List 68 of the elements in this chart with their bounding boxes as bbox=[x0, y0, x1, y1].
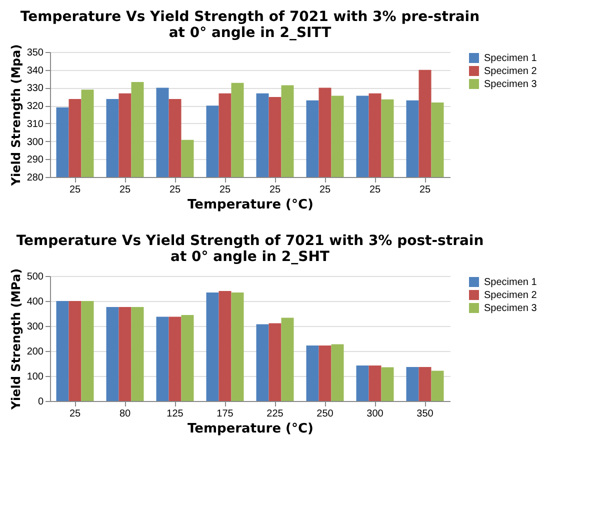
x-tick-label: 25 bbox=[369, 184, 381, 196]
text: Temperature Vs Yield Strength of 7021 with 3% pre-strain bbox=[20, 8, 480, 25]
y-axis-title: Yield Strength (Mpa) bbox=[8, 44, 23, 187]
legend-label: Specimen 3 bbox=[484, 79, 538, 90]
y-tick-label: 0 bbox=[38, 396, 44, 408]
bar bbox=[318, 346, 332, 401]
bar bbox=[281, 318, 294, 401]
x-tick-label: 25 bbox=[219, 184, 231, 196]
bar bbox=[418, 367, 432, 401]
legend-label: Specimen 1 bbox=[484, 277, 538, 288]
x-tick-label: 250 bbox=[316, 408, 334, 420]
bar bbox=[106, 307, 119, 401]
text: at 0° angle in 2_SHT bbox=[170, 248, 330, 265]
x-tick-label: 175 bbox=[216, 408, 234, 420]
x-tick-label: 25 bbox=[119, 184, 131, 196]
y-tick-label: 330 bbox=[26, 83, 44, 94]
x-tick-label: 25 bbox=[269, 184, 281, 196]
bar bbox=[156, 316, 169, 401]
y-tick-label: 350 bbox=[26, 48, 44, 58]
x-axis-title: Temperature (°C) bbox=[188, 198, 314, 212]
x-tick-label: 80 bbox=[119, 408, 131, 420]
y-tick-label: 280 bbox=[26, 172, 44, 184]
bar bbox=[406, 367, 419, 401]
bar bbox=[131, 307, 144, 401]
bar bbox=[56, 301, 69, 401]
y-tick-label: 310 bbox=[26, 118, 44, 130]
bar bbox=[206, 292, 219, 401]
bar bbox=[81, 301, 94, 401]
bar bbox=[118, 307, 132, 401]
y-tick-label: 320 bbox=[26, 101, 44, 112]
legend-label: Specimen 3 bbox=[484, 303, 538, 314]
bar bbox=[306, 346, 319, 401]
y-tick-label: 400 bbox=[26, 296, 44, 308]
bar bbox=[268, 323, 282, 401]
bar bbox=[168, 316, 182, 401]
text: at 0° angle in 2_SITT bbox=[168, 24, 332, 41]
bar bbox=[431, 370, 444, 401]
text: Temperature Vs Yield Strength of 7021 with 3% post-strain bbox=[16, 232, 484, 249]
bar bbox=[181, 315, 194, 401]
y-tick-label: 340 bbox=[26, 65, 44, 76]
x-tick-label: 225 bbox=[266, 408, 284, 420]
bar bbox=[356, 366, 369, 401]
x-tick-label: 125 bbox=[166, 408, 184, 420]
legend-label: Specimen 2 bbox=[484, 66, 538, 77]
x-tick-label: 25 bbox=[169, 184, 181, 196]
y-tick-label: 500 bbox=[26, 272, 44, 282]
y-tick-label: 290 bbox=[26, 154, 44, 166]
y-tick-label: 100 bbox=[26, 372, 44, 382]
bar bbox=[218, 291, 232, 401]
bar bbox=[381, 367, 394, 401]
bar bbox=[368, 366, 382, 401]
bar bbox=[256, 324, 269, 401]
legend-label: Specimen 1 bbox=[484, 53, 538, 64]
x-tick-label: 350 bbox=[416, 408, 434, 420]
bar bbox=[68, 301, 82, 401]
x-tick-label: 25 bbox=[69, 408, 81, 420]
bar bbox=[331, 344, 344, 401]
y-axis-title: Yield Strength (MPa) bbox=[8, 268, 23, 411]
y-tick-label: 200 bbox=[26, 346, 44, 358]
y-tick-label: 300 bbox=[26, 322, 44, 332]
x-tick-label: 300 bbox=[366, 408, 384, 420]
x-axis-title: Temperature (°C) bbox=[188, 422, 314, 436]
x-tick-label: 25 bbox=[419, 184, 431, 196]
y-tick-label: 300 bbox=[26, 136, 44, 148]
legend-label: Specimen 2 bbox=[484, 290, 538, 301]
x-tick-label: 25 bbox=[319, 184, 331, 196]
bar bbox=[231, 292, 244, 401]
x-tick-label: 25 bbox=[69, 184, 81, 196]
